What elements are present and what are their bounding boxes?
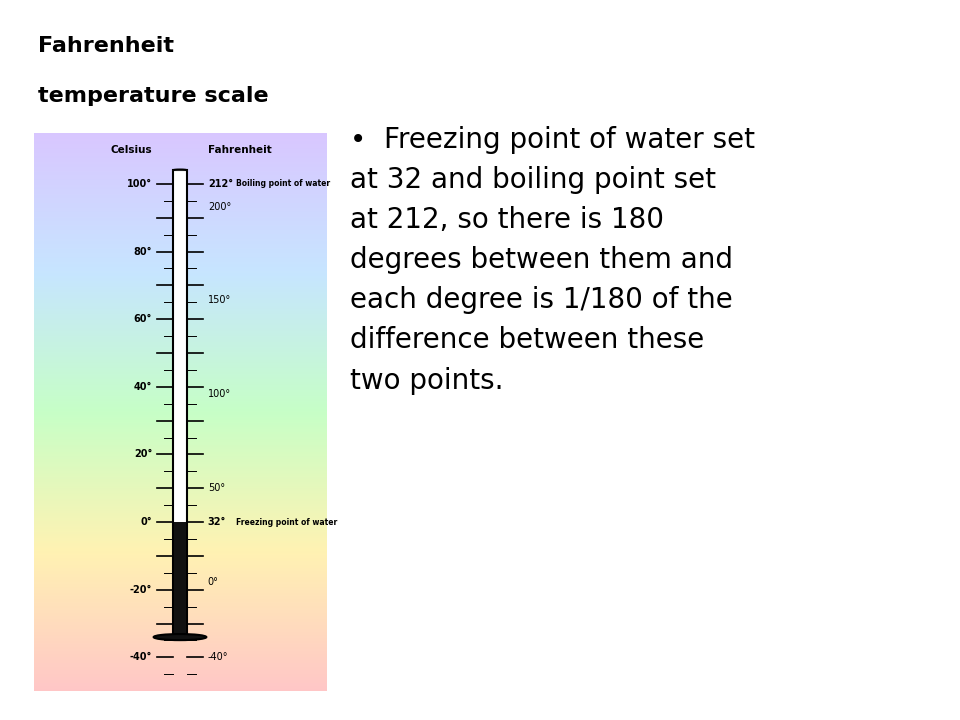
- Text: Fahrenheit: Fahrenheit: [207, 145, 272, 155]
- Text: Fahrenheit: Fahrenheit: [38, 36, 175, 56]
- Text: 32°: 32°: [207, 517, 227, 527]
- Text: 20°: 20°: [133, 449, 153, 459]
- Text: 200°: 200°: [207, 202, 231, 212]
- Circle shape: [154, 634, 206, 640]
- Text: 80°: 80°: [133, 246, 153, 256]
- Wedge shape: [173, 169, 187, 171]
- Text: Celsius: Celsius: [110, 145, 153, 155]
- Text: 50°: 50°: [207, 483, 225, 493]
- Text: 150°: 150°: [207, 295, 231, 305]
- Text: 212°: 212°: [207, 179, 233, 189]
- Text: 60°: 60°: [133, 314, 153, 324]
- Bar: [173, 171, 187, 637]
- Text: 40°: 40°: [133, 382, 153, 392]
- Text: -20°: -20°: [130, 585, 153, 595]
- Text: temperature scale: temperature scale: [38, 86, 269, 107]
- Text: •  Freezing point of water set
at 32 and boiling point set
at 212, so there is 1: • Freezing point of water set at 32 and …: [350, 126, 756, 395]
- Text: 0°: 0°: [207, 577, 219, 588]
- Text: Boiling point of water: Boiling point of water: [235, 179, 329, 189]
- Text: -40°: -40°: [207, 652, 228, 662]
- Bar: [174, 522, 186, 637]
- Text: 0°: 0°: [140, 517, 153, 527]
- Text: 100°: 100°: [207, 390, 231, 400]
- Text: -40°: -40°: [130, 652, 153, 662]
- Text: 100°: 100°: [127, 179, 153, 189]
- Text: Freezing point of water: Freezing point of water: [235, 518, 337, 526]
